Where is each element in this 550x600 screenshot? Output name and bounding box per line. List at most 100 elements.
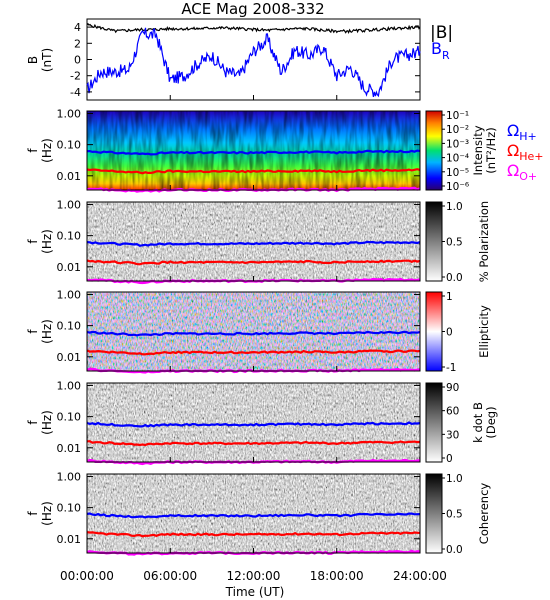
time-tick-label: 06:00:00 <box>143 569 197 583</box>
freq-ylabel-unit: (Hz) <box>40 501 54 526</box>
freq-tick-label: 0.10 <box>57 502 82 515</box>
gyrofrequency-line <box>86 330 421 337</box>
b-magnitude-line <box>86 22 421 34</box>
legend-br-main: B <box>431 39 442 58</box>
gyrofrequency-line <box>86 458 421 466</box>
ion-legend: ΩH+ΩHe+ΩO+ <box>507 121 544 183</box>
colorbar-polarization <box>425 201 443 282</box>
legend-b: |B| <box>430 23 453 43</box>
colorbar-tick-label: 10⁻⁵ <box>446 167 469 179</box>
ion-legend-entry: ΩH+ <box>507 121 537 143</box>
ion-legend-sub: He+ <box>519 150 543 163</box>
field-ytick-label: -4 <box>70 86 81 99</box>
panel-intensity: 1.00 0.10 0.01 f (Hz) 10⁻¹ 10⁻² 10⁻³ 10⁻⁴ 10⁻⁵ 10⁻… <box>26 107 498 193</box>
ion-legend-sub: O+ <box>519 170 537 183</box>
colorbar-tick-label: 0.5 <box>446 237 463 249</box>
legend-br-sub: R <box>442 49 450 62</box>
panel-kdotb: 1.00 0.10 0.01 f (Hz) 90 60 30 0 k dot B (Deg) <box>26 379 498 466</box>
panel-ellipticity: 1.00 0.10 0.01 f (Hz) 1 0 -1 Ellipticity <box>26 288 491 374</box>
freq-tick-label: 0.01 <box>57 170 82 183</box>
gyrofrequency-line <box>86 240 421 247</box>
freq-ylabel-unit: (Hz) <box>40 410 54 435</box>
time-axis-ticks: 00:00:00 06:00:00 12:00:00 18:00:00 24:00:00 <box>60 569 447 583</box>
colorbar-intensity <box>425 110 443 191</box>
freq-ylabel: f <box>26 239 40 244</box>
freq-tick-label: 1.00 <box>57 379 82 392</box>
figure-title: ACE Mag 2008-332 <box>181 0 324 18</box>
field-ytick-label: 2 <box>74 37 81 50</box>
gyrofrequency-line <box>86 440 421 447</box>
colorbar-title: Ellipticity <box>477 305 491 358</box>
colorbar-tick-label: 10⁻⁶ <box>446 181 469 193</box>
colorbar-title: Intensity <box>471 125 485 175</box>
freq-tick-label: 0.10 <box>57 230 82 243</box>
colorbar-tick-label: 0 <box>446 453 453 465</box>
gyrofrequency-line <box>86 512 421 519</box>
freq-tick-label: 0.01 <box>57 261 82 274</box>
freq-tick-label: 1.00 <box>57 288 82 301</box>
freq-tick-label: 0.01 <box>57 533 82 546</box>
gyrofrequency-line <box>86 349 421 356</box>
ion-legend-entry: ΩHe+ <box>507 141 544 163</box>
time-tick-label: 00:00:00 <box>60 569 114 583</box>
time-tick-label: 12:00:00 <box>227 569 281 583</box>
field-ylabel-unit: (nT) <box>40 48 54 72</box>
field-ytick-label: 4 <box>74 21 81 34</box>
spectrogram-texture <box>87 383 420 462</box>
colorbar-unit: (Deg) <box>484 406 498 438</box>
colorbar-tick-label: 60 <box>446 406 459 418</box>
colorbar-ellipticity <box>425 291 443 372</box>
freq-tick-label: 0.01 <box>57 442 82 455</box>
time-tick-label: 24:00:00 <box>393 569 447 583</box>
field-ytick-label: 0 <box>74 54 81 67</box>
freq-tick-label: 1.00 <box>57 470 82 483</box>
colorbar-tick-label: 30 <box>446 429 459 441</box>
freq-tick-label: 1.00 <box>57 198 82 211</box>
colorbar-tick-label: 0.5 <box>446 509 463 521</box>
field-ylabel-b: B <box>26 56 40 64</box>
ion-legend-entry: ΩO+ <box>507 161 537 183</box>
colorbar-tick-label: 0 <box>446 327 453 339</box>
ion-legend-sub: H+ <box>519 130 537 143</box>
colorbar-tick-label: -1 <box>446 362 456 374</box>
colorbar-tick-label: 1.0 <box>446 473 463 485</box>
gyrofrequency-line <box>86 421 421 428</box>
ion-legend-symbol: Ω <box>507 161 519 180</box>
freq-tick-label: 0.01 <box>57 351 82 364</box>
colorbar-tick-label: 1.0 <box>446 201 463 213</box>
ion-legend-symbol: Ω <box>507 141 519 160</box>
colorbar-tick-label: 10⁻¹ <box>446 110 469 122</box>
colorbar-tick-label: 0.0 <box>446 272 463 284</box>
colorbar-tick-label: 10⁻⁴ <box>446 153 469 165</box>
freq-tick-label: 0.10 <box>57 139 82 152</box>
gyrofrequency-line <box>86 259 421 266</box>
colorbar-tick-label: 90 <box>446 382 459 394</box>
colorbar-kdotb <box>425 382 443 463</box>
time-tick-label: 18:00:00 <box>310 569 364 583</box>
panel-coherency: 1.00 0.10 0.01 f (Hz) 1.0 0.5 0.0 Coherency <box>26 470 491 556</box>
colorbar-unit: (nT²/Hz) <box>484 127 498 173</box>
freq-ylabel: f <box>26 329 40 334</box>
br-component-line <box>86 27 421 98</box>
gyrofrequency-line <box>86 531 421 538</box>
colorbar-title: k dot B <box>471 402 485 443</box>
freq-ylabel-unit: (Hz) <box>40 138 54 163</box>
colorbar-tick-label: 10⁻² <box>446 124 469 136</box>
colorbar-tick-label: 1 <box>446 291 453 303</box>
colorbar-title: Coherency <box>477 483 491 545</box>
gyrofrequency-line <box>86 168 421 175</box>
field-ytick-label: -2 <box>70 70 81 83</box>
freq-ylabel: f <box>26 148 40 153</box>
spectrogram-texture <box>87 474 420 553</box>
spectrogram-panels: 1.000.100.01f (Hz)10⁻¹10⁻²10⁻³10⁻⁴10⁻⁵10⁻… <box>26 107 498 556</box>
spectrogram-texture <box>87 292 420 371</box>
freq-tick-label: 1.00 <box>57 107 82 120</box>
panel-polarization: 1.00 0.10 0.01 f (Hz) 1.0 0.5 0.0 % Polarization <box>26 198 491 285</box>
gyrofrequency-line <box>86 549 421 556</box>
colorbar-tick-label: 0.0 <box>446 544 463 556</box>
legend-br: BR <box>431 39 450 62</box>
colorbar-tick-label: 10⁻³ <box>446 138 469 150</box>
spectrogram-texture <box>87 202 420 281</box>
field-panel: 420-2-4 B (nT) |B| BR <box>26 18 453 101</box>
